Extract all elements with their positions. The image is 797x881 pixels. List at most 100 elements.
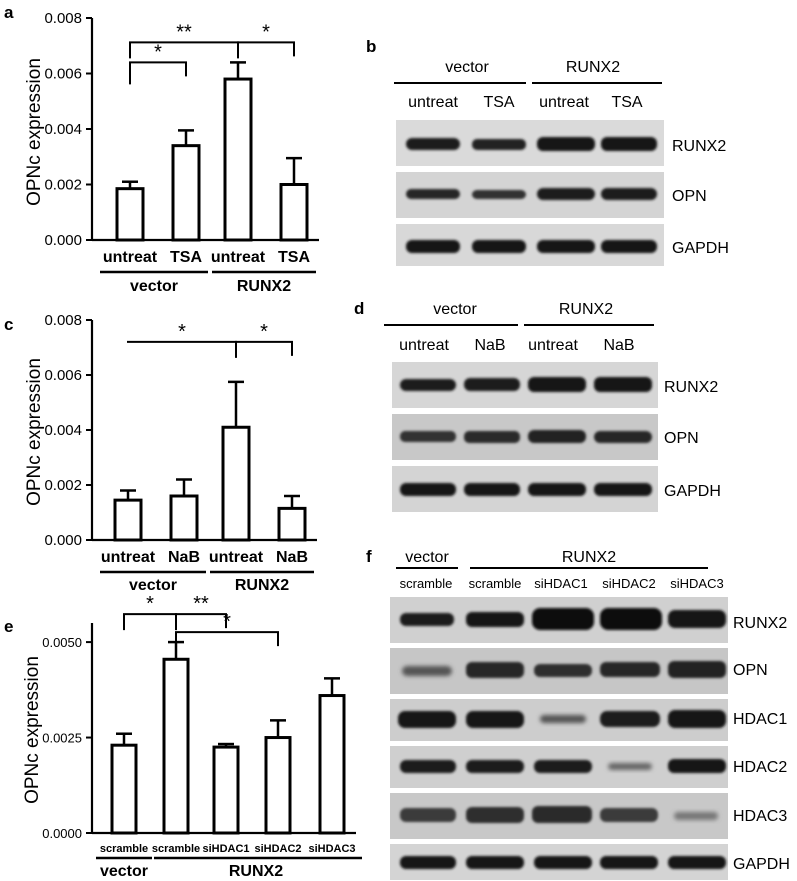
panel-letter-c: c <box>4 315 13 334</box>
blot-d-lane-4: NaB <box>603 337 634 354</box>
significance-bracket-e <box>175 613 227 631</box>
blot-b-lane-2: TSA <box>483 94 514 111</box>
significance-bracket-c <box>127 340 237 356</box>
blot-d-group-vector: vector <box>433 301 477 318</box>
blot-d-band <box>594 377 652 392</box>
blot-f-group-vector: vector <box>405 549 449 566</box>
blot-b-group-runx2: RUNX2 <box>566 59 620 76</box>
blot-f-band <box>600 608 662 630</box>
significance-label-c: * <box>260 321 268 343</box>
blot-d-band <box>528 377 586 392</box>
blot-d-band-label-1: RUNX2 <box>664 379 718 396</box>
blot-d-lane-3: untreat <box>528 337 578 354</box>
y-tick-label-a: 0.004 <box>44 121 82 138</box>
blot-f-band <box>466 711 524 728</box>
bar-chart-c: 0.000 0.002 0.004 0.006 0.008 untreat NaB untre… <box>44 312 317 566</box>
blot-f-band <box>400 856 456 869</box>
blot-f-lane-4: siHDAC2 <box>602 576 655 591</box>
blot-f-band <box>534 856 592 869</box>
blot-b-group-vector: vector <box>445 59 489 76</box>
significance-bracket-a <box>129 61 187 85</box>
western-blot-f: vector RUNX2 scramble scramble siHDAC1 s… <box>390 549 790 880</box>
y-tick-label-a: 0.008 <box>44 10 82 27</box>
blot-b-band <box>406 138 460 150</box>
blot-b-band <box>472 190 526 199</box>
x-category-label-a: TSA <box>170 249 202 266</box>
group-label-a-vector: vector <box>130 278 178 295</box>
blot-f-band <box>540 715 586 723</box>
blot-b-band <box>601 188 657 200</box>
y-tick-label-a: 0.002 <box>44 177 82 194</box>
blot-f-band <box>402 666 452 676</box>
blot-f-band <box>532 806 592 823</box>
blot-f-lane-1: scramble <box>400 576 453 591</box>
blot-f-band <box>674 812 718 820</box>
blot-d-band <box>400 483 456 496</box>
blot-f-band <box>668 610 726 628</box>
y-tick-label-a: 0.006 <box>44 66 82 83</box>
blot-b-band <box>406 189 460 199</box>
blot-f-band <box>600 711 660 727</box>
blot-f-group-runx2: RUNX2 <box>562 549 616 566</box>
blot-d-band <box>464 378 520 391</box>
significance-bracket-c <box>235 340 293 358</box>
blot-f-band <box>600 856 658 869</box>
bar-c <box>169 494 199 542</box>
blot-b-band <box>601 137 657 151</box>
blot-b-band <box>472 139 526 150</box>
blot-f-band <box>608 763 652 770</box>
blot-b-band <box>406 240 460 253</box>
blot-f-band-label-2: OPN <box>733 662 768 679</box>
blot-b-band <box>472 240 526 253</box>
blot-f-band <box>532 608 594 630</box>
y-tick-label-e: 0.0025 <box>42 731 82 746</box>
blot-b-band-label-3: GAPDH <box>672 240 729 257</box>
significance-bracket-a <box>237 41 295 59</box>
blot-f-band <box>400 808 456 822</box>
significance-label-a: * <box>262 21 270 43</box>
bar-a <box>171 144 201 242</box>
y-tick-label-c: 0.004 <box>44 422 82 439</box>
bar-e <box>110 743 138 835</box>
bar-a <box>115 187 145 242</box>
blot-d-band <box>594 431 652 443</box>
bar-e <box>162 657 190 835</box>
x-category-label-a: TSA <box>278 249 310 266</box>
x-category-label-a: untreat <box>103 249 158 266</box>
panel-letter-b: b <box>366 37 376 56</box>
blot-f-band <box>668 710 726 728</box>
bar-e <box>318 694 346 835</box>
panel-letter-e: e <box>4 617 13 636</box>
bar-c <box>113 498 143 542</box>
blot-f-lane-5: siHDAC3 <box>670 576 723 591</box>
blot-d-band <box>528 483 586 496</box>
y-axis-title-a: OPNc expression <box>24 58 45 206</box>
blot-b-lane-4: TSA <box>611 94 642 111</box>
y-tick-label-a: 0.000 <box>44 232 82 249</box>
blot-b-lane-3: untreat <box>539 94 589 111</box>
blot-f-band <box>466 662 524 678</box>
bar-a <box>279 183 309 242</box>
blot-b-band <box>537 188 595 200</box>
blot-f-band <box>400 613 454 626</box>
significance-bracket-e <box>123 613 177 631</box>
bar-e <box>264 736 292 835</box>
blot-d-band <box>400 431 456 442</box>
significance-label-e: * <box>223 611 231 633</box>
y-tick-label-e: 0.0050 <box>42 635 82 650</box>
group-label-e-runx2: RUNX2 <box>229 863 283 880</box>
y-tick-label-e: 0.0000 <box>42 826 82 841</box>
blot-d-band <box>400 379 456 391</box>
blot-b-band <box>601 240 657 253</box>
panel-letter-f: f <box>366 547 372 566</box>
x-category-label-e: siHDAC2 <box>254 843 301 855</box>
blot-f-band-label-4: HDAC2 <box>733 759 787 776</box>
x-category-label-e: scramble <box>100 843 148 855</box>
group-label-c-runx2: RUNX2 <box>235 577 289 594</box>
y-axis-title-c: OPNc expression <box>24 358 45 506</box>
blot-b-lane-1: untreat <box>408 94 458 111</box>
blot-d-group-runx2: RUNX2 <box>559 301 613 318</box>
bar-e <box>212 745 240 835</box>
